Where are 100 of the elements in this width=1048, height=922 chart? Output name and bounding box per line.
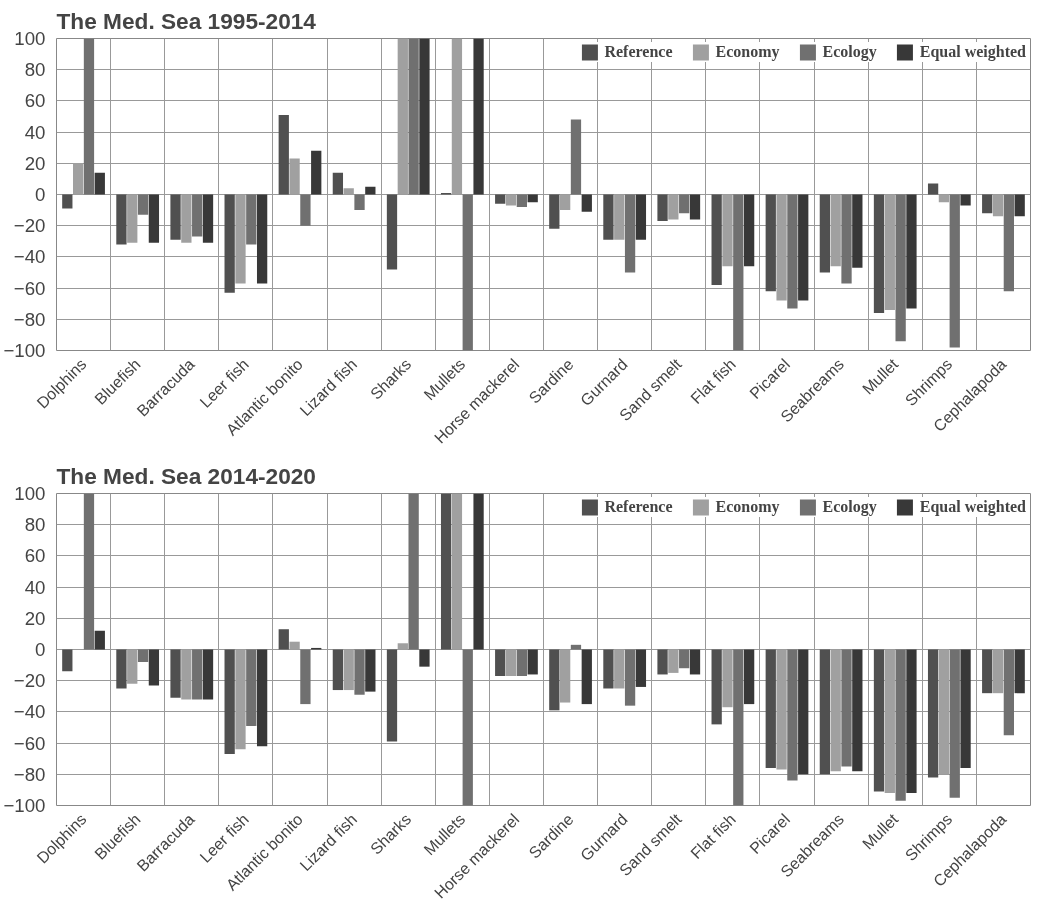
bar (798, 649, 809, 775)
bar (181, 649, 192, 700)
bar (256, 649, 268, 747)
bar (332, 172, 344, 195)
bar (873, 649, 885, 792)
bar (679, 194, 690, 214)
bar (148, 649, 160, 686)
bar (181, 194, 192, 243)
bar (473, 38, 484, 195)
bar (235, 649, 246, 750)
bar (873, 194, 885, 314)
bar (116, 649, 127, 689)
bar (743, 194, 755, 267)
bar (365, 186, 376, 195)
bar (354, 649, 365, 695)
bar (170, 194, 181, 240)
y-tick-label: 40 (24, 576, 46, 598)
bar (343, 649, 354, 691)
bar (765, 194, 776, 292)
bar (560, 194, 571, 211)
y-tick-label: −80 (13, 763, 46, 785)
bar (624, 649, 636, 706)
bar (776, 649, 787, 770)
bar (354, 194, 365, 211)
bar (960, 649, 971, 769)
bar (343, 188, 354, 195)
bar (83, 38, 95, 195)
bar (202, 194, 214, 243)
y-tick-label: −60 (13, 732, 46, 754)
y-tick-label: 0 (35, 184, 46, 205)
bar (830, 649, 841, 772)
legend-label: Economy (715, 43, 780, 61)
bar (94, 172, 105, 195)
bar (127, 194, 138, 243)
bar (246, 649, 257, 726)
bar (386, 649, 398, 742)
bar (635, 649, 647, 687)
bar (765, 649, 776, 769)
chart-title: The Med. Sea 1995-2014 (56, 7, 317, 34)
y-tick-label: −20 (13, 670, 46, 692)
bar (300, 194, 311, 226)
bar (300, 649, 311, 705)
bar (278, 114, 289, 195)
bar (516, 649, 527, 677)
y-tick-label: 20 (24, 152, 46, 174)
bar (408, 38, 419, 195)
bar (982, 649, 993, 694)
bar (657, 649, 668, 675)
legend-label: Equal weighted (919, 43, 1026, 61)
bar (581, 649, 592, 705)
bar (170, 649, 181, 698)
chart-title: The Med. Sea 2014-2020 (56, 462, 316, 489)
legend-label: Ecology (822, 498, 877, 516)
bar (841, 194, 852, 284)
legend-label: Equal weighted (919, 498, 1026, 516)
bar (332, 649, 344, 691)
bar (137, 194, 149, 215)
y-tick-label: −100 (3, 795, 46, 816)
bar (895, 649, 906, 801)
bar (614, 194, 625, 240)
bar (884, 194, 895, 310)
y-tick-label: 40 (24, 121, 46, 143)
bar (224, 649, 235, 755)
bar (419, 649, 430, 667)
bar (505, 649, 517, 677)
bar (787, 194, 798, 309)
bar (192, 649, 203, 700)
bar (386, 194, 398, 270)
bar (408, 493, 419, 650)
bar (278, 629, 289, 650)
bar (83, 493, 95, 650)
bar (722, 194, 733, 267)
bar (235, 194, 246, 284)
bar (289, 158, 300, 195)
y-tick-label: −100 (3, 340, 46, 361)
bar (689, 649, 701, 675)
bar (960, 194, 971, 206)
bar (733, 194, 744, 351)
bar (495, 649, 506, 677)
bar (722, 649, 733, 708)
bar (776, 194, 787, 301)
bar (570, 119, 582, 195)
bar (224, 194, 235, 293)
bar (906, 649, 917, 794)
bar (624, 194, 636, 273)
bar (462, 649, 473, 806)
bar (949, 649, 960, 798)
bar (397, 643, 408, 650)
y-tick-label: 80 (24, 514, 46, 536)
bar (895, 194, 906, 342)
bar (992, 649, 1004, 694)
bar (73, 163, 84, 195)
bar (246, 194, 257, 245)
legend-label: Reference (604, 498, 673, 516)
bar (137, 649, 149, 662)
bar (527, 649, 538, 675)
legend-label: Ecology (822, 43, 877, 61)
bar (462, 194, 473, 351)
y-tick-label: 80 (24, 59, 46, 81)
y-tick-label: 100 (14, 483, 46, 504)
